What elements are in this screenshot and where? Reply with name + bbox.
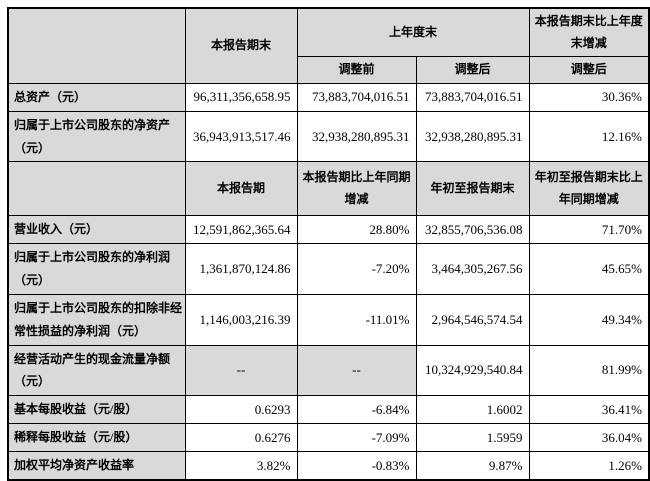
subheader-before-adjustment: 调整前 [296, 56, 417, 84]
cell-ytd-change: 45.65% [528, 243, 650, 295]
header-ytd-change: 年初至报告期末比上年同期增减 [528, 161, 650, 217]
cell-ytd: 2,964,546,574.54 [415, 293, 530, 346]
cell-ytd: 10,324,929,540.84 [415, 344, 530, 397]
header-row-1-sub: 调整前 调整后 调整后 [8, 56, 650, 84]
header-prior-year-end: 上年度末 [296, 7, 530, 58]
financial-summary-table: 本报告期末 上年度末 本报告期末比上年度末增减 调整前 调整后 调整后 总资产（… [7, 7, 650, 481]
cell-change: 30.36% [528, 82, 650, 112]
row-label: 营业收入（元） [7, 215, 186, 245]
header-empty-cell [7, 7, 186, 84]
cell-current-period-end: 36,943,913,517.46 [184, 110, 298, 163]
cell-period-change: -11.01% [296, 293, 417, 346]
header-period-change: 本报告期比上年同期增减 [296, 161, 417, 217]
row-label: 总资产（元） [7, 82, 186, 112]
table-row-operating-revenue: 营业收入（元） 12,591,862,365.64 28.80% 32,855,… [7, 215, 650, 245]
cell-ytd-change: 36.04% [528, 423, 650, 453]
cell-period-change: 28.80% [296, 215, 417, 245]
cell-period: 1,146,003,216.39 [184, 293, 298, 346]
cell-ytd-change: 1.26% [528, 451, 650, 481]
cell-period-change: -7.09% [296, 423, 417, 453]
row-label: 经营活动产生的现金流量净额（元） [7, 344, 186, 397]
cell-change: 12.16% [528, 110, 650, 163]
row-label: 归属于上市公司股东的净资产（元） [7, 110, 186, 163]
cell-ytd: 3,464,305,267.56 [415, 243, 530, 295]
cell-ytd-change: 81.99% [528, 344, 650, 397]
cell-period: 0.6276 [184, 423, 298, 453]
cell-ytd: 9.87% [415, 451, 530, 481]
header-row-1: 本报告期末 上年度末 本报告期末比上年度末增减 [7, 7, 650, 84]
subheader-after-adjustment: 调整后 [415, 56, 530, 84]
table-row-net-profit: 归属于上市公司股东的净利润（元） 1,361,870,124.86 -7.20%… [7, 243, 650, 295]
cell-ytd: 1.6002 [415, 395, 530, 425]
cell-current-period-end: 96,311,356,658.95 [184, 82, 298, 112]
subheader-after-adjustment-change: 调整后 [528, 56, 650, 84]
row-label: 归属于上市公司股东的净利润（元） [7, 243, 186, 295]
table-row-weighted-avg-roe: 加权平均净资产收益率 3.82% -0.83% 9.87% 1.26% [7, 451, 650, 481]
row-label: 归属于上市公司股东的扣除非经常性损益的净利润（元） [7, 293, 186, 346]
table-row-diluted-eps: 稀释每股收益（元/股） 0.6276 -7.09% 1.5959 36.04% [7, 423, 650, 453]
cell-period: 3.82% [184, 451, 298, 481]
table-row-total-assets: 总资产（元） 96,311,356,658.95 73,883,704,016.… [7, 82, 650, 112]
header-row-2: 本报告期 本报告期比上年同期增减 年初至报告期末 年初至报告期末比上年同期增减 [7, 161, 650, 217]
header-empty-cell-2 [7, 161, 186, 217]
cell-period: 1,361,870,124.86 [184, 243, 298, 295]
cell-after-adjustment: 32,938,280,895.31 [415, 110, 530, 163]
table-row-operating-cash-flow: 经营活动产生的现金流量净额（元） -- -- 10,324,929,540.84… [7, 344, 650, 397]
row-label: 加权平均净资产收益率 [7, 451, 186, 481]
cell-period-change-na: -- [296, 344, 417, 397]
cell-ytd-change: 71.70% [528, 215, 650, 245]
header-current-period-end: 本报告期末 [184, 7, 298, 84]
cell-period-change: -0.83% [296, 451, 417, 481]
cell-before-adjustment: 73,883,704,016.51 [296, 82, 417, 112]
cell-period: 0.6293 [184, 395, 298, 425]
cell-ytd-change: 36.41% [528, 395, 650, 425]
cell-ytd: 32,855,706,536.08 [415, 215, 530, 245]
cell-period: 12,591,862,365.64 [184, 215, 298, 245]
row-label: 稀释每股收益（元/股） [7, 423, 186, 453]
table-row-net-profit-excl-nonrecurring: 归属于上市公司股东的扣除非经常性损益的净利润（元） 1,146,003,216.… [7, 293, 650, 346]
cell-before-adjustment: 32,938,280,895.31 [296, 110, 417, 163]
table-row-net-assets: 归属于上市公司股东的净资产（元） 36,943,913,517.46 32,93… [7, 110, 650, 163]
header-ytd: 年初至报告期末 [415, 161, 530, 217]
cell-period-change: -7.20% [296, 243, 417, 295]
table-row-basic-eps: 基本每股收益（元/股） 0.6293 -6.84% 1.6002 36.41% [7, 395, 650, 425]
cell-ytd: 1.5959 [415, 423, 530, 453]
header-change-vs-prior-year-end: 本报告期末比上年度末增减 [528, 7, 650, 58]
cell-after-adjustment: 73,883,704,016.51 [415, 82, 530, 112]
cell-period-na: -- [184, 344, 298, 397]
header-current-period: 本报告期 [184, 161, 298, 217]
cell-ytd-change: 49.34% [528, 293, 650, 346]
cell-period-change: -6.84% [296, 395, 417, 425]
row-label: 基本每股收益（元/股） [7, 395, 186, 425]
